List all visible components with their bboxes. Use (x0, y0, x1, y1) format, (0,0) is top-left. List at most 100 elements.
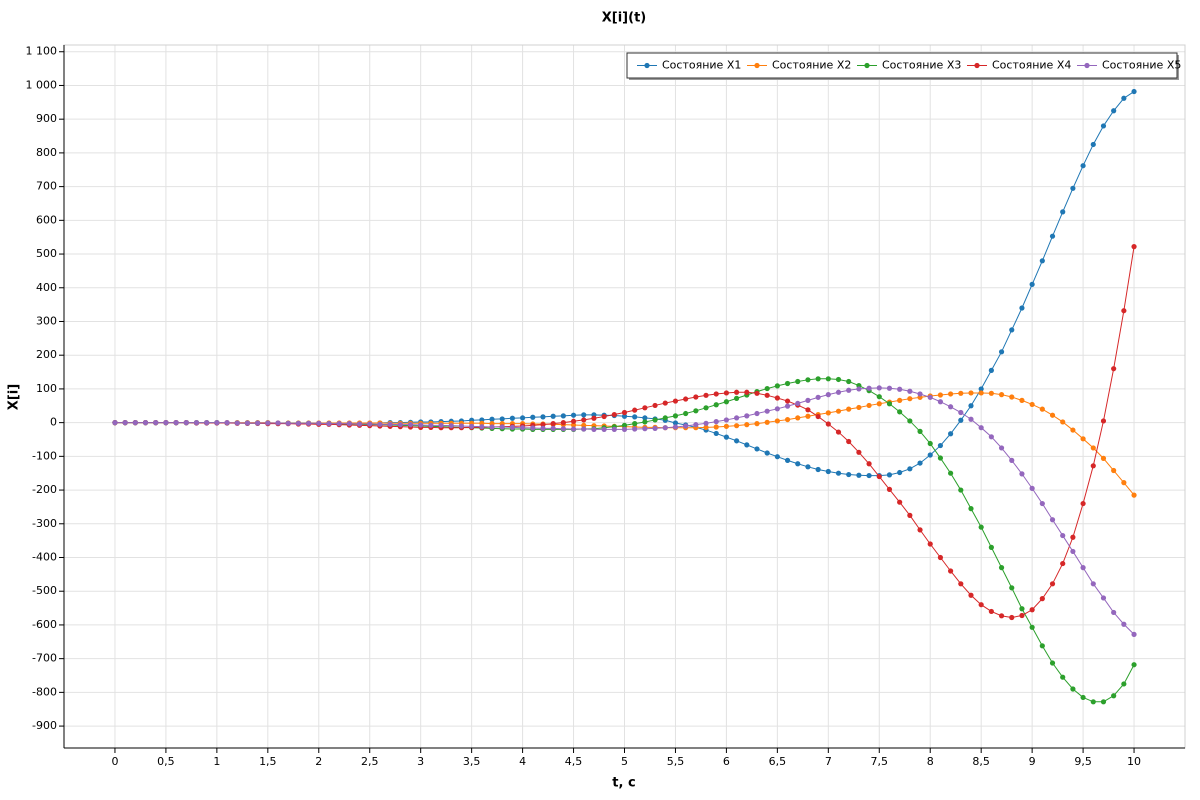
data-point (469, 423, 475, 429)
y-tick-label: -800 (32, 685, 57, 698)
data-point (723, 417, 730, 423)
data-point (642, 415, 648, 421)
data-point (1100, 595, 1107, 601)
data-point (1131, 244, 1137, 250)
data-point (886, 385, 893, 391)
data-point (489, 424, 495, 430)
data-point (1090, 699, 1096, 705)
y-tick-label: 400 (36, 281, 57, 294)
data-point (1060, 209, 1066, 215)
data-point (632, 421, 638, 427)
data-point (968, 506, 974, 512)
x-tick-label: 0 (111, 755, 118, 768)
data-point (805, 464, 811, 470)
legend-marker (644, 62, 650, 69)
data-point (540, 414, 546, 420)
data-point (1131, 492, 1137, 498)
x-axis-label: t, c (612, 776, 635, 791)
data-point (805, 397, 811, 403)
data-point (407, 422, 414, 428)
data-point (621, 422, 628, 428)
data-point (927, 452, 933, 458)
data-point (224, 420, 230, 426)
data-point (1111, 693, 1117, 699)
legend-marker (864, 62, 870, 69)
data-point (988, 390, 994, 396)
x-tick-label: 1,5 (259, 755, 277, 768)
data-point (153, 420, 159, 426)
data-point (907, 418, 913, 424)
y-tick-label: 1 000 (26, 78, 58, 91)
data-point (907, 512, 913, 518)
data-point (937, 442, 944, 449)
data-point (988, 434, 994, 440)
data-point (968, 390, 974, 396)
y-tick-label: 500 (36, 247, 57, 260)
data-point (866, 402, 872, 409)
data-point (356, 421, 363, 427)
data-point (275, 420, 281, 426)
data-point (601, 413, 607, 420)
data-point (550, 425, 556, 431)
data-point (652, 417, 658, 423)
data-point (642, 426, 648, 432)
data-point (560, 413, 566, 419)
data-point (1070, 185, 1076, 191)
data-point (754, 446, 760, 452)
data-point (927, 541, 933, 547)
data-point (265, 420, 271, 426)
data-point (611, 411, 617, 418)
data-point (305, 420, 312, 426)
data-point (886, 486, 893, 492)
y-tick-label: 800 (36, 146, 57, 159)
data-point (835, 470, 842, 476)
data-point (255, 420, 261, 426)
data-point (519, 415, 526, 421)
data-point (326, 421, 332, 427)
data-point (703, 392, 709, 398)
data-point (897, 409, 903, 415)
data-point (958, 487, 964, 493)
data-point (448, 423, 454, 429)
x-tick-label: 9,5 (1074, 755, 1092, 768)
data-point (713, 419, 719, 425)
data-point (937, 392, 944, 398)
x-tick-label: 8 (927, 755, 934, 768)
data-point (774, 383, 780, 389)
data-point (754, 390, 760, 396)
data-point (672, 398, 679, 404)
data-point (1111, 366, 1117, 372)
data-point (744, 389, 750, 395)
data-point (1039, 643, 1045, 649)
data-point (632, 407, 638, 413)
data-point (825, 392, 831, 398)
data-point (846, 387, 852, 393)
data-point (1131, 662, 1137, 668)
data-point (723, 390, 730, 396)
data-point (723, 423, 730, 429)
y-tick-label: 300 (36, 314, 57, 327)
axes: -900-800-700-600-500-400-300-200-1000100… (26, 44, 1186, 768)
data-point (621, 426, 628, 432)
data-point (876, 473, 882, 480)
data-point (784, 398, 791, 404)
data-point (214, 420, 220, 426)
data-point (387, 421, 393, 427)
data-point (795, 461, 801, 467)
data-point (377, 421, 383, 427)
data-point (418, 422, 424, 428)
data-point (958, 417, 964, 423)
data-point (846, 471, 852, 478)
data-point (713, 391, 719, 397)
data-point (835, 389, 842, 395)
data-point (1049, 517, 1056, 523)
legend-label: Состояние X5 (1102, 59, 1181, 72)
data-point (112, 420, 118, 426)
data-point (1019, 397, 1025, 403)
data-point (1070, 427, 1076, 433)
legend-marker (754, 62, 760, 69)
data-point (764, 385, 770, 392)
legend-marker (974, 62, 980, 69)
data-point (601, 426, 607, 432)
